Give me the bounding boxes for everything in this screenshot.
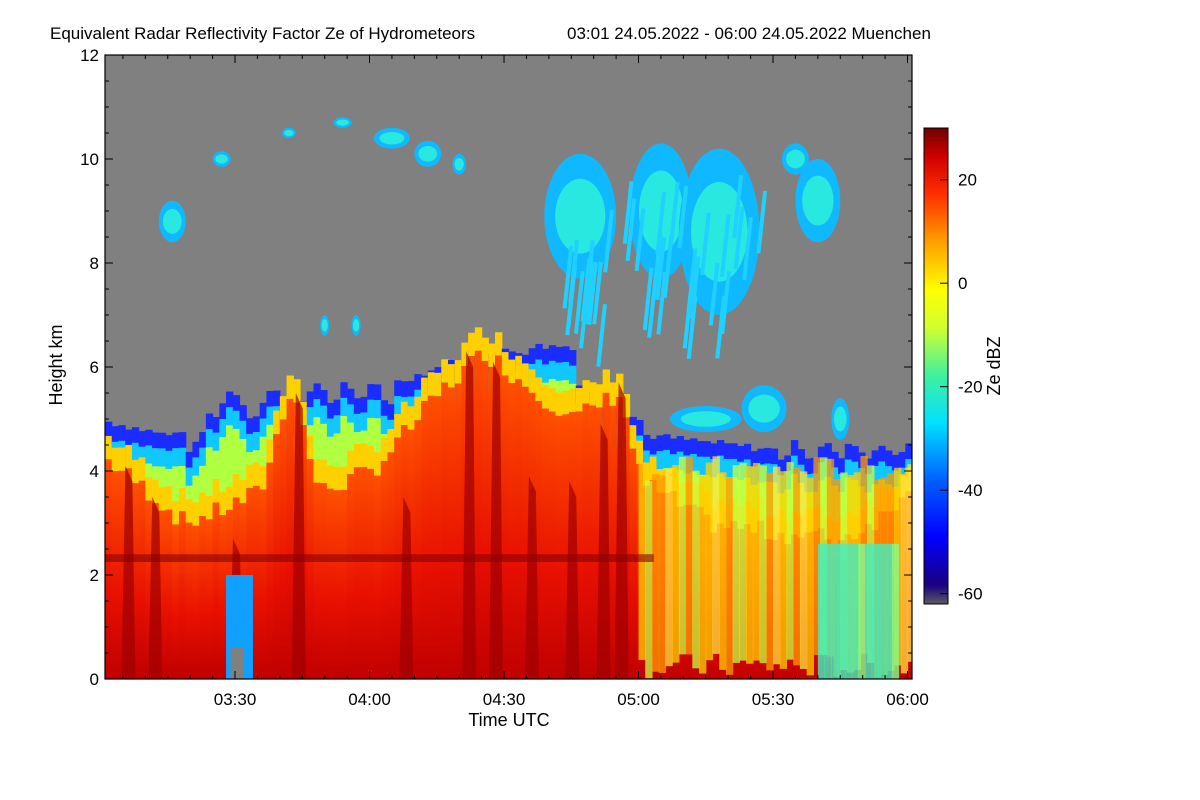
colorbar-label: Ze dBZ bbox=[984, 336, 1004, 395]
colorbar-tick-label: -60 bbox=[958, 585, 983, 604]
reflectivity-field bbox=[105, 117, 912, 679]
y-tick-label: 12 bbox=[80, 46, 99, 65]
colorbar-ticks: 20 0 -20 -40 -60 bbox=[940, 171, 983, 604]
colorbar-tick-label: -20 bbox=[958, 378, 983, 397]
x-tick-label: 04:30 bbox=[483, 690, 526, 709]
y-tick-label: 4 bbox=[90, 462, 99, 481]
y-axis-label: Height km bbox=[46, 324, 66, 405]
y-tick-label: 6 bbox=[90, 358, 99, 377]
y-tick-label: 10 bbox=[80, 150, 99, 169]
colorbar-tick-label: 0 bbox=[958, 274, 967, 293]
chart-title: Equivalent Radar Reflectivity Factor Ze … bbox=[50, 24, 475, 43]
x-tick-label: 05:00 bbox=[617, 690, 660, 709]
x-tick-label: 04:00 bbox=[348, 690, 391, 709]
y-tick-label: 2 bbox=[90, 566, 99, 585]
x-tick-label: 03:30 bbox=[214, 690, 257, 709]
y-tick-label: 8 bbox=[90, 254, 99, 273]
chart-time-range: 03:01 24.05.2022 - 06:00 24.05.2022 Muen… bbox=[567, 24, 931, 43]
x-axis-label: Time UTC bbox=[468, 710, 549, 730]
colorbar-tick-label: 20 bbox=[958, 171, 977, 190]
colorbar bbox=[923, 127, 949, 605]
x-axis: 03:30 04:00 04:30 05:00 05:30 06:00 bbox=[122, 55, 929, 709]
x-tick-label: 06:00 bbox=[886, 690, 929, 709]
y-axis: 0 2 4 6 8 10 12 bbox=[80, 46, 912, 689]
colorbar-tick-label: -40 bbox=[958, 481, 983, 500]
y-tick-label: 0 bbox=[90, 670, 99, 689]
x-tick-label: 05:30 bbox=[752, 690, 795, 709]
